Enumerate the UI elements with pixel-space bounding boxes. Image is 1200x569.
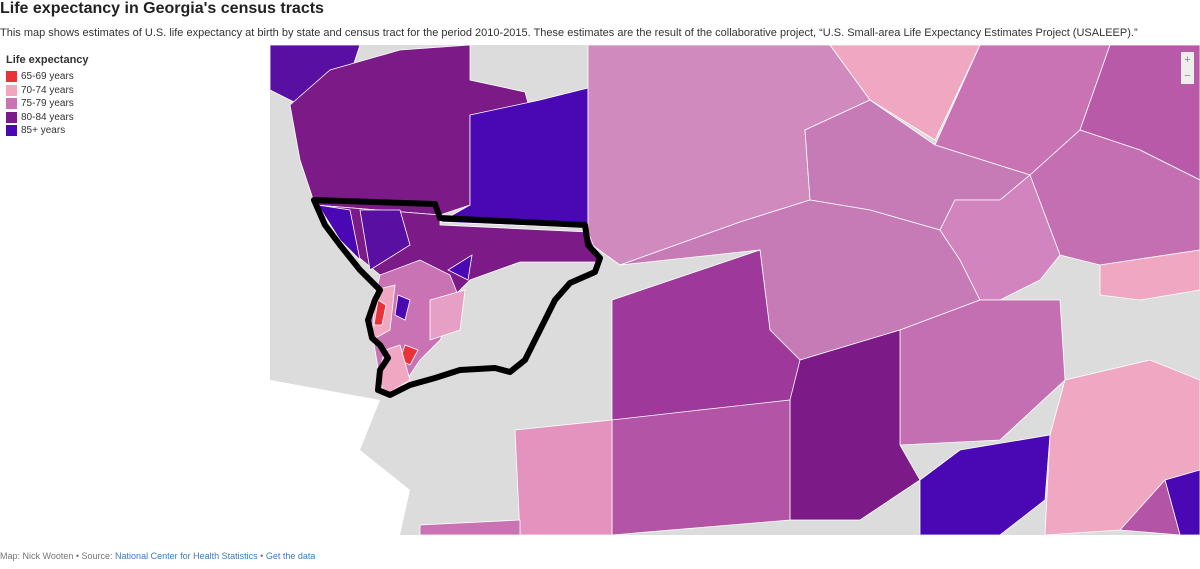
legend-item: 75-79 years <box>6 97 89 111</box>
footer: Map: Nick Wooten • Source: National Cent… <box>0 551 315 561</box>
legend-swatch <box>6 111 17 123</box>
zoom-out[interactable]: − <box>1184 70 1191 82</box>
legend-swatch <box>6 125 17 137</box>
legend-item: 80-84 years <box>6 111 89 125</box>
title: Life expectancy in Georgia's census trac… <box>0 0 324 17</box>
legend-item: 65-69 years <box>6 70 89 84</box>
legend-item: 85+ years <box>6 124 89 138</box>
legend-label: 65-69 years <box>21 71 74 83</box>
legend-label: 75-79 years <box>21 98 74 110</box>
legend-title: Life expectancy <box>6 54 89 66</box>
map <box>269 45 1200 535</box>
data-link[interactable]: Get the data <box>265 551 316 561</box>
source-link[interactable]: National Center for Health Statistics <box>115 551 258 561</box>
zoom-controls: + − <box>1181 52 1194 84</box>
legend-swatch <box>6 98 17 110</box>
credit: Map: Nick Wooten • Source: <box>0 551 113 561</box>
subtitle: This map shows estimates of U.S. life ex… <box>0 27 1138 39</box>
separator: • <box>260 551 264 561</box>
legend-swatch <box>6 71 17 83</box>
legend-item: 70-74 years <box>6 84 89 98</box>
legend-swatch <box>6 84 17 96</box>
legend-label: 70-74 years <box>21 84 74 96</box>
zoom-in[interactable]: + <box>1184 54 1191 66</box>
legend-label: 85+ years <box>21 125 66 137</box>
legend: Life expectancy 65-69 years 70-74 years 75… <box>6 54 89 138</box>
legend-label: 80-84 years <box>21 111 74 123</box>
